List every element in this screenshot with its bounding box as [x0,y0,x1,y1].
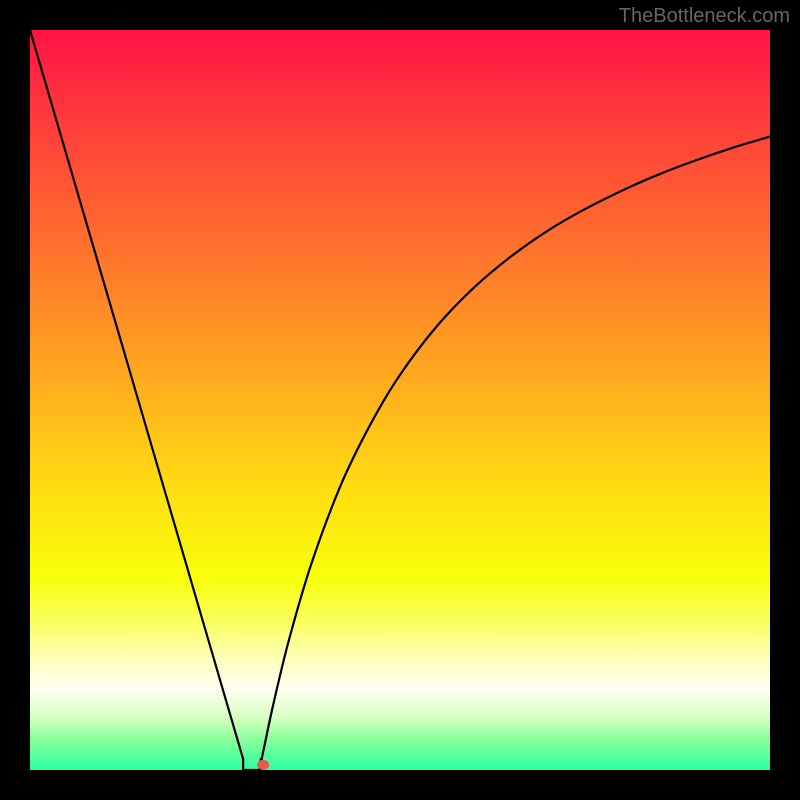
chart-container: TheBottleneck.com [0,0,800,800]
bottleneck-chart: TheBottleneck.com [0,0,800,800]
plot-background [30,30,770,770]
minimum-marker [257,760,269,770]
watermark-text: TheBottleneck.com [619,5,790,27]
